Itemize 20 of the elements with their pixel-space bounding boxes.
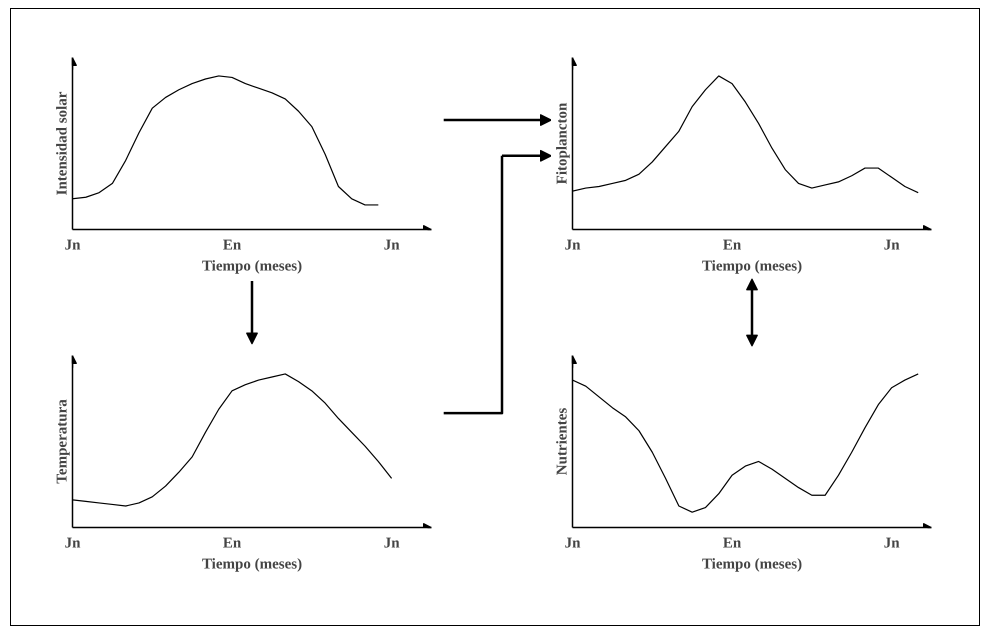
x-tick-label: Jn (384, 238, 400, 254)
x-tick-label: En (722, 238, 742, 254)
x-tick-label: Jn (884, 238, 900, 254)
x-tick-label: Jn (384, 536, 400, 552)
x-axis-title: Tiempo (meses) (202, 556, 302, 572)
y-axis-title: Temperatura (54, 398, 70, 484)
x-tick-label: En (722, 536, 742, 552)
x-tick-label: Jn (64, 238, 82, 254)
x-axis-title: Tiempo (meses) (702, 258, 802, 274)
y-axis-title: Intensidad solar (54, 91, 70, 196)
x-tick-label: Jn (64, 536, 82, 552)
x-tick-label: Jn (884, 536, 900, 552)
x-tick-label: En (222, 536, 242, 552)
x-tick-label: Jn (564, 238, 582, 254)
x-axis-title: Tiempo (meses) (702, 556, 802, 572)
y-axis-title: Fitoplancton (554, 102, 570, 184)
x-tick-label: Jn (564, 536, 582, 552)
x-axis-title: Tiempo (meses) (202, 258, 302, 274)
x-tick-label: En (222, 238, 242, 254)
y-axis-title: Nutrientes (554, 408, 570, 476)
